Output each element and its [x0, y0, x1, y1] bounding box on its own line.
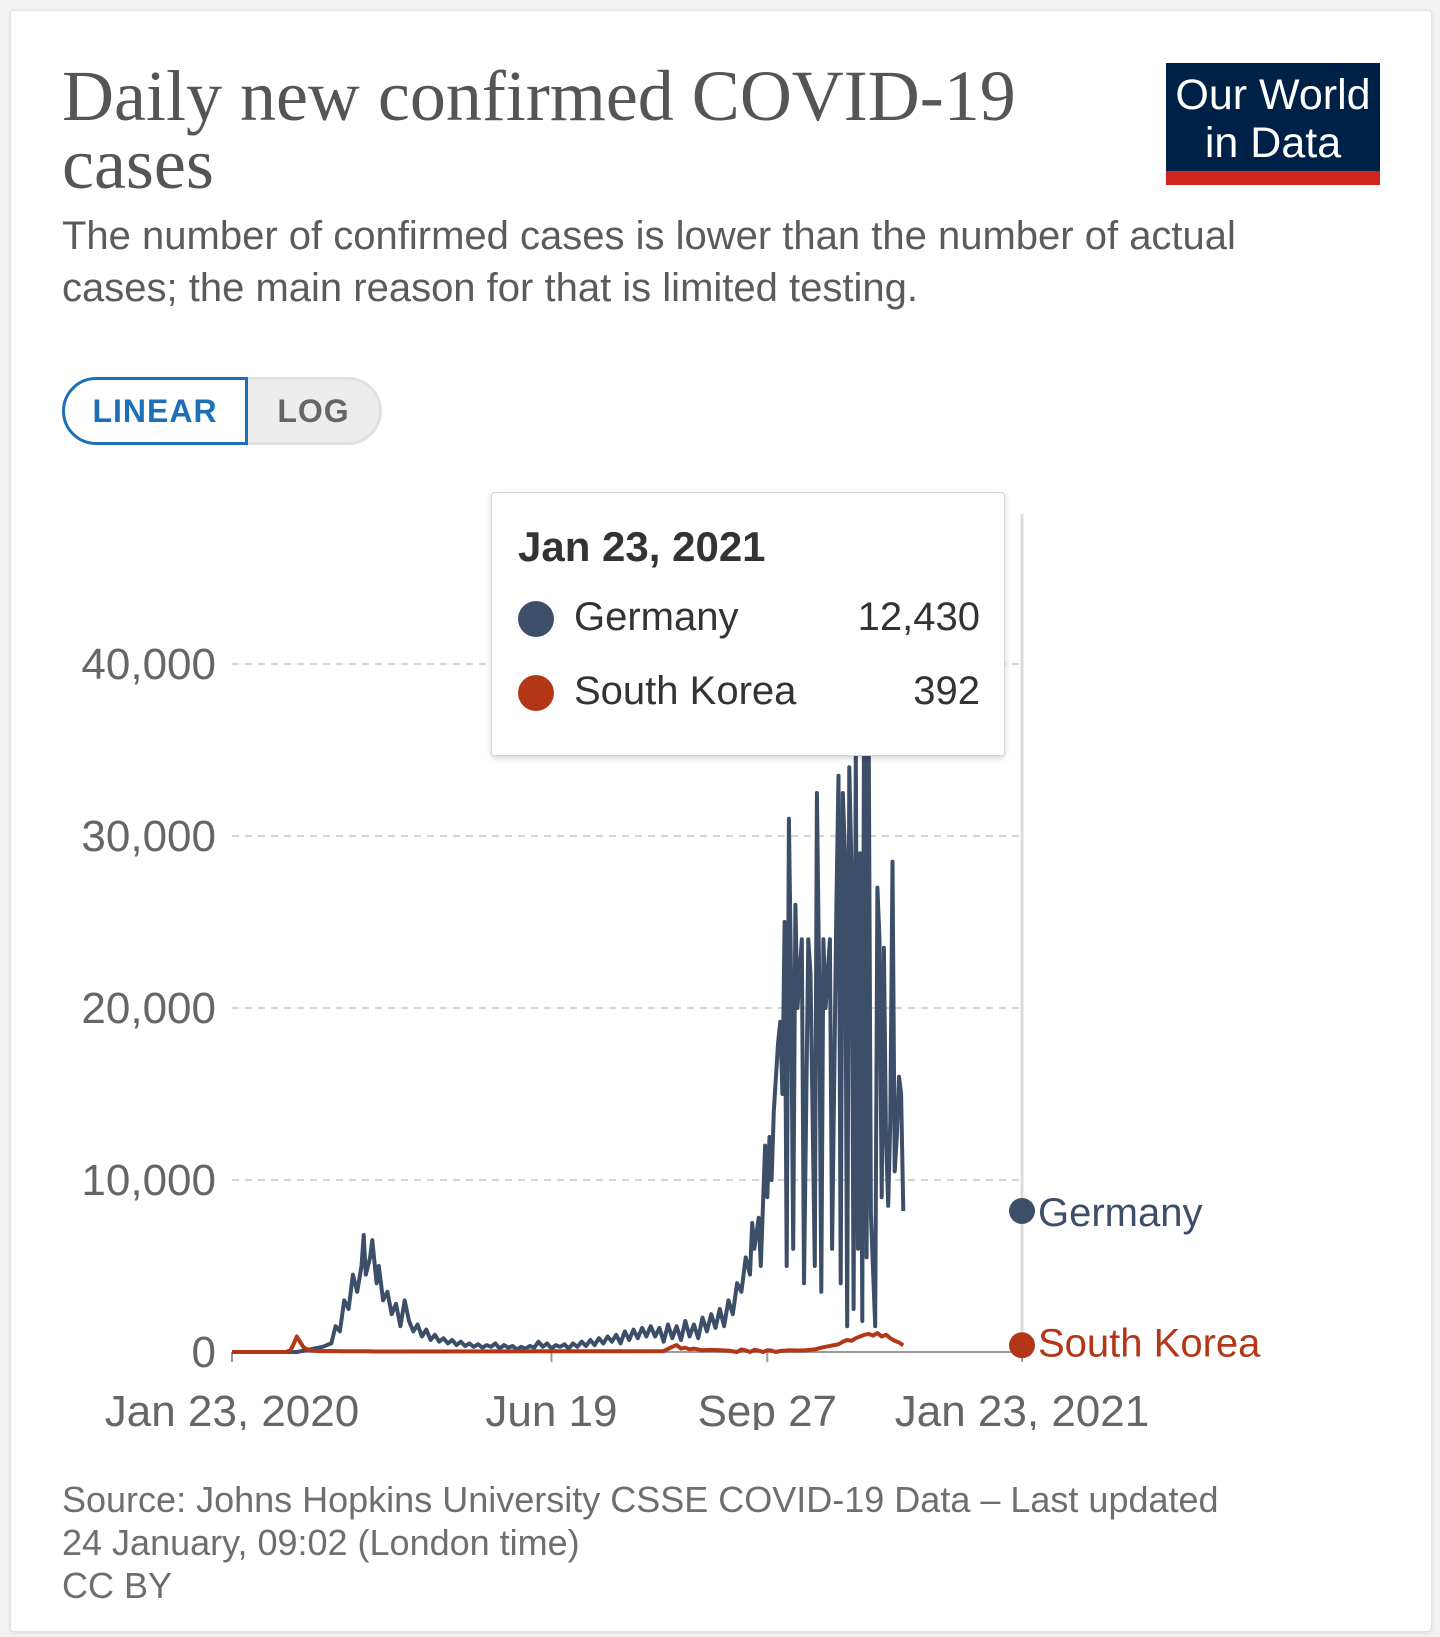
hover-tooltip: Jan 23, 2021 Germany 12,430 South Korea … [491, 492, 1005, 756]
line-chart[interactable]: 0 10,000 20,000 30,000 40,000 Jan 23, 2020 Jun… [0, 480, 1440, 1430]
y-tick-label: 20,000 [81, 984, 216, 1033]
owid-logo[interactable]: Our World in Data [1166, 63, 1380, 185]
tooltip-row-south-korea: South Korea 392 [518, 665, 980, 721]
x-tick-label: Jun 19 [485, 1387, 617, 1430]
chart-title: Daily new confirmed COVID-19 cases [62, 56, 1016, 204]
germany-legend-dot [518, 601, 554, 637]
license-link[interactable]: CC BY [62, 1565, 173, 1606]
tooltip-country-name: Germany [574, 595, 739, 639]
y-tick-label: 30,000 [81, 812, 216, 861]
tooltip-row-germany: Germany 12,430 [518, 591, 980, 647]
logo-line-2: in Data [1204, 119, 1342, 167]
y-tick-label: 10,000 [81, 1156, 216, 1205]
source-line-2: 24 January, 09:02 (London time) [62, 1522, 580, 1563]
y-tick-label: 40,000 [81, 640, 216, 689]
scale-toggle: LINEAR LOG [62, 377, 382, 445]
tooltip-country-value: 392 [913, 669, 980, 713]
x-tick-label: Sep 27 [698, 1387, 837, 1430]
x-tick-label: Jan 23, 2020 [105, 1387, 359, 1430]
series-end-marker [1009, 1332, 1035, 1359]
x-tick-label: Jan 23, 2021 [895, 1387, 1149, 1430]
series-end-marker [1009, 1197, 1035, 1224]
series-lines[interactable] [232, 576, 1035, 1359]
source-note: Source: Johns Hopkins University CSSE CO… [62, 1478, 1362, 1607]
axes: 0 10,000 20,000 30,000 40,000 Jan 23, 2020 Jun… [81, 514, 1149, 1430]
series-end-label: Germany [1038, 1191, 1203, 1235]
series-end-labels: Germany South Korea [1038, 1191, 1261, 1365]
linear-scale-button[interactable]: LINEAR [62, 377, 248, 445]
series-end-label: South Korea [1038, 1321, 1261, 1365]
tooltip-country-name: South Korea [574, 669, 797, 713]
chart-card [10, 10, 1432, 1632]
logo-line-1: Our World [1175, 71, 1371, 119]
south-korea-legend-dot [518, 675, 554, 711]
tooltip-country-value: 12,430 [857, 595, 980, 639]
log-scale-button[interactable]: LOG [248, 377, 382, 445]
tooltip-date: Jan 23, 2021 [518, 523, 766, 570]
series-line-germany[interactable] [232, 576, 906, 1354]
chart-subtitle: The number of confirmed cases is lower t… [62, 214, 1236, 310]
y-tick-label: 0 [192, 1328, 216, 1377]
source-line-1: Source: Johns Hopkins University CSSE CO… [62, 1479, 1219, 1520]
series-line-south-korea[interactable] [232, 1331, 905, 1354]
